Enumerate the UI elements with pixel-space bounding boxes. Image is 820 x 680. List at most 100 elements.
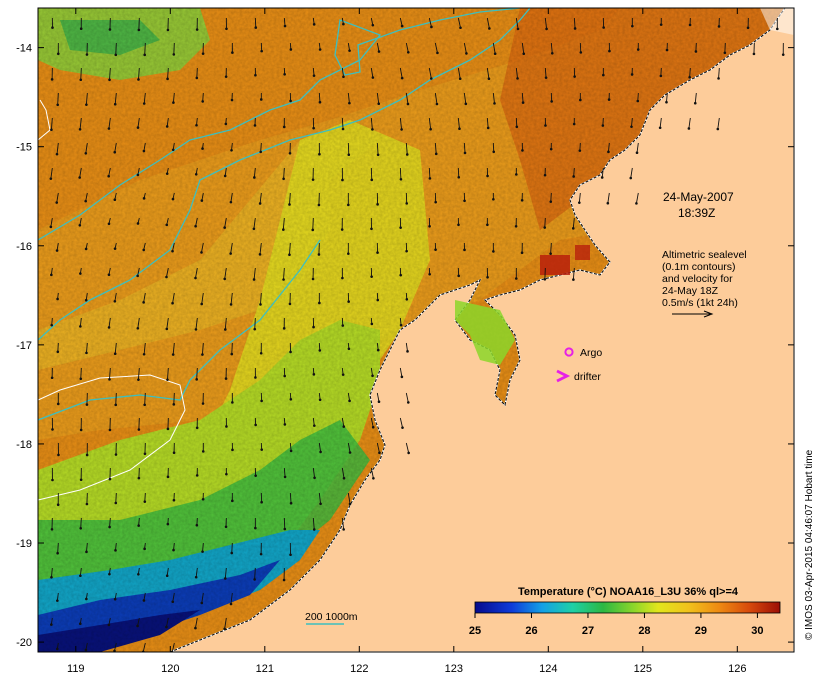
velocity-vector-head	[288, 253, 291, 256]
velocity-vector-head	[434, 200, 437, 204]
velocity-vector-head	[49, 177, 53, 180]
velocity-vector-head	[465, 52, 468, 55]
velocity-vector-head	[229, 252, 232, 255]
velocity-vector-head	[376, 251, 379, 254]
velocity-vector-head	[406, 401, 410, 404]
velocity-vector-head	[341, 324, 345, 327]
velocity-vector-head	[428, 177, 432, 180]
velocity-vector-head	[340, 228, 344, 231]
velocity-vector-head	[746, 26, 750, 30]
velocity-vector-head	[370, 275, 373, 278]
velocity-vector-head	[225, 27, 228, 31]
velocity-vector-head	[171, 249, 174, 253]
sealevel-contour-1	[38, 374, 186, 501]
velocity-vector-head	[165, 275, 168, 279]
velocity-vector-head	[371, 425, 375, 429]
velocity-vector-head	[142, 352, 146, 356]
date-label: 24-May-2007	[663, 190, 734, 204]
lon-tick-label: 123	[445, 663, 463, 675]
velocity-vector-head	[665, 48, 669, 52]
velocity-vector-head	[572, 122, 576, 126]
velocity-vector-head	[488, 27, 491, 30]
velocity-vector-head	[143, 452, 147, 456]
velocity-vector-head	[194, 224, 197, 228]
velocity-vector-head	[165, 625, 168, 629]
velocity-vector-head	[377, 400, 381, 404]
velocity-vector-head	[143, 547, 146, 551]
lat-tick-label: -14	[16, 43, 32, 55]
velocity-vector	[486, 117, 489, 128]
velocity-vector-head	[514, 224, 518, 228]
velocity-vector-head	[84, 648, 88, 652]
velocity-vector	[254, 317, 256, 330]
velocity-vector-head	[289, 449, 293, 453]
velocity-vector-head	[400, 24, 404, 28]
velocity-vector-head	[224, 122, 228, 126]
lat-tick-label: -17	[16, 340, 32, 352]
velocity-vector	[165, 617, 169, 628]
velocity-vector-head	[289, 397, 293, 401]
velocity-vector-head	[223, 277, 227, 281]
velocity-vector-head	[406, 350, 409, 353]
velocity-vector-head	[136, 274, 139, 278]
velocity-vector	[144, 492, 146, 502]
velocity-vector-head	[405, 297, 409, 301]
lon-tick-label: 125	[634, 663, 652, 675]
colorbar-tick-label: 26	[525, 625, 537, 637]
velocity-vector-head	[229, 200, 233, 204]
velocity-vector	[463, 42, 467, 54]
velocity-vector-head	[543, 173, 547, 177]
velocity-vector-head	[635, 202, 638, 205]
velocity-vector-head	[85, 53, 89, 56]
velocity-vector-head	[143, 403, 146, 407]
velocity-vector-head	[200, 199, 204, 202]
velocity-vector-head	[399, 177, 403, 181]
velocity-vector-head	[142, 301, 145, 304]
velocity-vector-head	[57, 453, 60, 457]
velocity-vector	[224, 317, 227, 330]
velocity-vector	[166, 267, 169, 278]
velocity-vector-head	[78, 127, 82, 131]
velocity-vector	[347, 92, 350, 104]
velocity-vector-head	[549, 252, 552, 255]
velocity-vector-head	[171, 197, 175, 201]
velocity-vector-head	[288, 203, 291, 206]
velocity-vector-head	[201, 402, 205, 405]
velocity-vector	[399, 117, 403, 130]
velocity-vector-head	[631, 24, 634, 28]
velocity-vector-head	[166, 28, 170, 32]
velocity-vector-head	[342, 75, 345, 79]
velocity-vector-head	[717, 77, 720, 80]
longitude-axis: 119 120 121 122 123 124 125 126	[67, 8, 746, 675]
velocity-vector	[341, 517, 345, 530]
velocity-vector-head	[55, 201, 59, 204]
altimetry-note-line: 0.5m/s (1kt 24h)	[662, 297, 738, 309]
velocity-vector-head	[194, 575, 198, 579]
velocity-vector-head	[79, 478, 83, 482]
velocity-vector	[57, 542, 59, 554]
velocity-vector	[405, 442, 410, 454]
velocity-vector-head	[142, 102, 146, 105]
velocity-vector	[143, 142, 146, 152]
velocity-vector-head	[172, 53, 176, 56]
velocity-vector-head	[166, 475, 170, 479]
altimetry-note-line: Altimetric sealevel	[662, 249, 747, 261]
velocity-vector-head	[137, 378, 140, 381]
velocity-vector	[399, 417, 403, 428]
velocity-vector	[195, 217, 198, 227]
velocity-vector-head	[602, 73, 605, 77]
velocity-vector	[573, 167, 575, 177]
velocity-vector-head	[201, 550, 204, 553]
velocity-vector	[259, 242, 262, 255]
velocity-vector	[144, 392, 146, 405]
velocity-vector-head	[289, 553, 292, 557]
velocity-vector-head	[171, 301, 174, 305]
velocity-vector-head	[405, 249, 408, 253]
velocity-vector	[201, 242, 204, 253]
velocity-vector-head	[56, 350, 60, 354]
velocity-vector-head	[282, 125, 286, 129]
velocity-vector-head	[407, 451, 410, 455]
velocity-vector	[636, 142, 639, 153]
velocity-vector-head	[311, 228, 315, 232]
